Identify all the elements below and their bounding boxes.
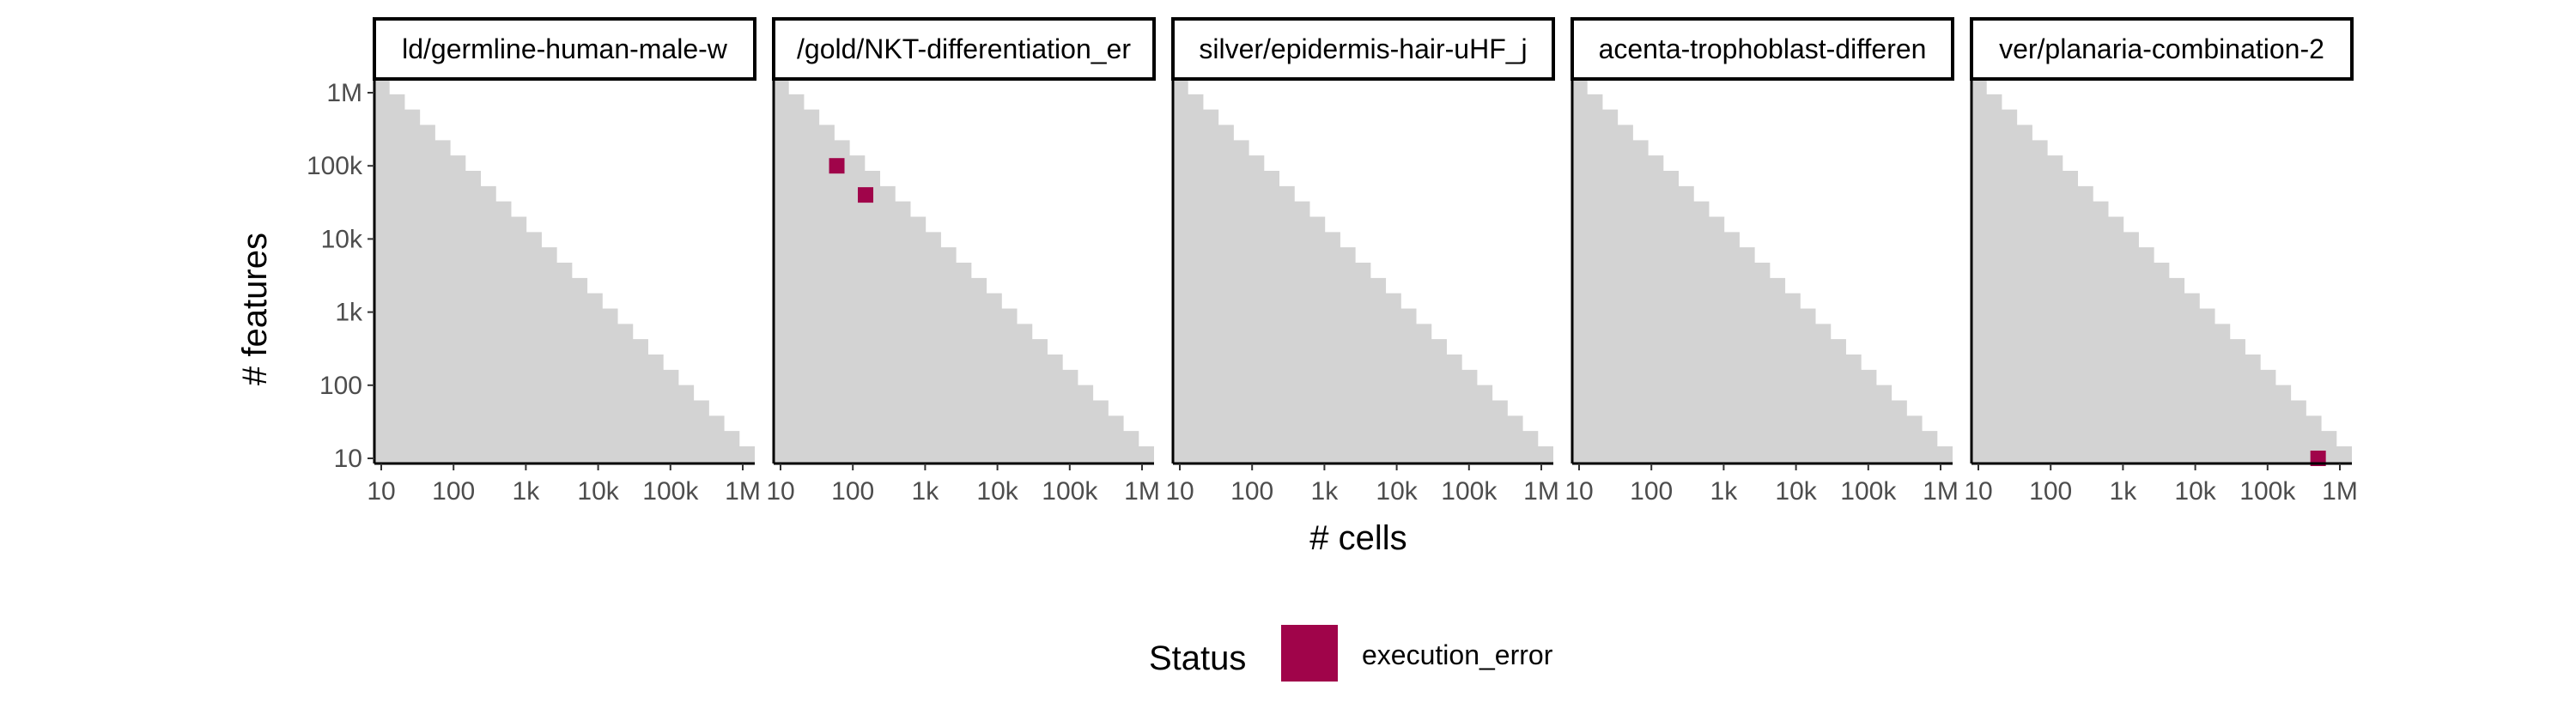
y-tick-label: 1M [326, 79, 362, 107]
x-tick-label: 10k [1376, 477, 1418, 506]
execution-error-cell [858, 187, 874, 203]
y-tick-label: 100 [319, 372, 362, 400]
facet-strip-label: ver/planaria-combination-2 [1999, 33, 2324, 64]
x-tick-label: 100 [432, 477, 475, 506]
facet-strip [373, 17, 756, 81]
y-tick-label: 100k [307, 152, 363, 180]
panels-layer: 10 100 1k 10k 100k 1M101001k10k100k1Mld/germl… [307, 17, 2358, 506]
x-tick-label: 100k [2239, 477, 2296, 506]
x-tick-label: 1M [1923, 477, 1959, 506]
x-tick-label: 10k [976, 477, 1018, 506]
legend-label-execution-error: execution_error [1362, 639, 1553, 670]
x-tick-label: 1M [1523, 477, 1559, 506]
facet-strip [1970, 17, 2354, 81]
y-tick-label: 1k [335, 299, 363, 327]
x-tick-label: 1k [2110, 477, 2138, 506]
evaluated-region [1572, 79, 1953, 464]
facet-panel: 10 100 1k 10k 100k 1M acenta-trophoblast-diffe… [1564, 17, 1959, 506]
x-tick-label: 100 [1630, 477, 1673, 506]
facet-strip [772, 17, 1156, 81]
x-tick-label: 100k [1441, 477, 1498, 506]
x-tick-label: 100 [831, 477, 874, 506]
facet-strip [1171, 17, 1555, 81]
x-tick-label: 10k [1775, 477, 1817, 506]
x-tick-label: 1M [725, 477, 761, 506]
x-tick-label: 100k [1840, 477, 1897, 506]
x-tick-label: 100k [642, 477, 699, 506]
x-tick-label: 10k [577, 477, 619, 506]
y-tick-label: 10 [334, 445, 362, 473]
evaluated-region [774, 79, 1154, 464]
legend-title: Status [1149, 639, 1246, 677]
facet-strip-label: acenta-trophoblast-differen [1599, 33, 1927, 64]
x-tick-label: 10 [1165, 477, 1194, 506]
x-tick-label: 100 [1230, 477, 1273, 506]
x-tick-label: 10 [1564, 477, 1593, 506]
x-tick-label: 1k [513, 477, 541, 506]
x-tick-label: 1M [1124, 477, 1160, 506]
x-tick-label: 100k [1042, 477, 1098, 506]
x-tick-label: 10k [2174, 477, 2216, 506]
x-axis-title: # cells [1309, 519, 1406, 557]
facet-strip-label: /gold/NKT-differentiation_er [797, 33, 1131, 64]
evaluated-region [374, 79, 755, 464]
x-tick-label: 1M [2322, 477, 2358, 506]
y-axis-title: # features [236, 233, 274, 385]
y-tick-label: 10k [321, 225, 363, 253]
x-tick-label: 1k [1710, 477, 1739, 506]
facet-strip-label: ld/germline-human-male-w [402, 33, 728, 64]
x-tick-label: 100 [2029, 477, 2072, 506]
execution-error-cell [829, 158, 845, 174]
evaluated-region [1173, 79, 1553, 464]
x-tick-label: 10 [367, 477, 395, 506]
x-tick-label: 10 [1964, 477, 1992, 506]
facet-panel: 10 100 1k 10k 100k 1M silver/epidermis-hair-uH… [1165, 17, 1559, 506]
evaluated-region [1971, 79, 2352, 464]
facet-panel: 10 100 1k 10k 100k 1M ver/planaria-combination… [1964, 17, 2358, 506]
facet-panel: 10 100 1k 10k 100k 1M 10 100 1k 10k 100k 1M ld/germl… [307, 17, 761, 506]
legend: Status execution_error [1149, 625, 1553, 682]
x-tick-label: 1k [912, 477, 940, 506]
facet-strip [1571, 17, 1954, 81]
facet-panel: 10 100 1k 10k 100k 1M/gold/NKT-differentiatio… [766, 17, 1160, 506]
legend-key-execution-error [1281, 625, 1338, 682]
facet-strip-label: silver/epidermis-hair-uHF_j [1199, 33, 1527, 64]
x-tick-label: 1k [1311, 477, 1340, 506]
x-tick-label: 10 [766, 477, 794, 506]
